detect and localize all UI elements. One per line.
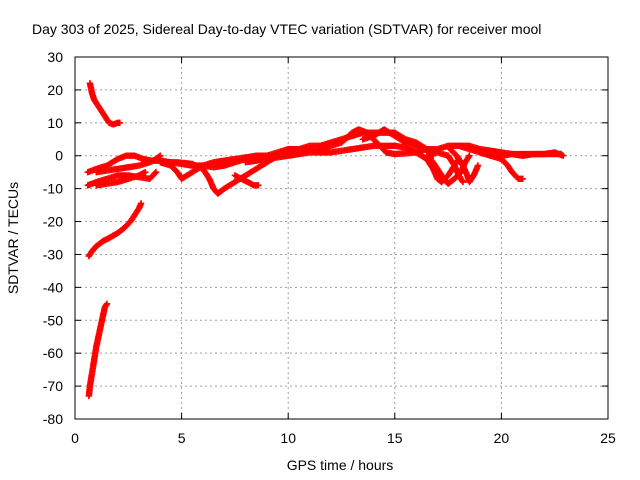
data-series — [84, 80, 567, 400]
data-point — [151, 170, 159, 177]
x-tick-label: 10 — [280, 430, 296, 446]
series-arc16 — [476, 149, 567, 159]
y-tick-label: -10 — [43, 181, 63, 197]
series-arc2 — [85, 200, 145, 260]
data-point — [156, 153, 163, 160]
series-arc6 — [93, 152, 164, 176]
data-point — [560, 152, 567, 159]
series-arc1 — [86, 80, 123, 128]
series-arc3 — [85, 300, 111, 400]
data-point — [116, 119, 123, 127]
y-tick-label: 0 — [55, 148, 63, 164]
series-arc7 — [157, 152, 260, 182]
series-arc9 — [231, 172, 262, 189]
series-arc17 — [93, 168, 149, 189]
plot-frame — [74, 56, 609, 420]
data-point — [458, 177, 466, 184]
data-point — [466, 152, 473, 159]
y-tick-label: -50 — [43, 312, 63, 328]
y-tick-label: -40 — [43, 279, 63, 295]
x-axis-ticks: 0 5 10 15 20 25 — [71, 57, 616, 446]
x-axis-label: GPS time / hours — [287, 457, 394, 473]
data-point — [142, 168, 149, 176]
x-tick-label: 0 — [71, 430, 79, 446]
y-tick-label: 20 — [47, 82, 63, 98]
x-tick-label: 20 — [494, 430, 510, 446]
data-point — [465, 153, 472, 161]
y-tick-label: -30 — [43, 246, 63, 262]
y-tick-label: 10 — [47, 115, 63, 131]
data-point — [459, 178, 467, 186]
series-arc14 — [447, 145, 482, 186]
y-tick-label: -80 — [43, 411, 63, 427]
y-tick-label: -70 — [43, 378, 63, 394]
data-point — [152, 168, 160, 176]
x-tick-label: 25 — [600, 430, 616, 446]
grid — [75, 57, 608, 419]
y-tick-label: -60 — [43, 345, 63, 361]
x-tick-label: 15 — [387, 430, 403, 446]
y-tick-label: -20 — [43, 214, 63, 230]
data-point — [137, 200, 145, 207]
x-tick-label: 5 — [178, 430, 186, 446]
data-point — [519, 175, 526, 182]
chart-title: Day 303 of 2025, Sidereal Day-to-day VTE… — [32, 21, 541, 37]
data-point — [103, 300, 111, 308]
y-tick-label: 30 — [47, 49, 63, 65]
data-point — [157, 152, 164, 159]
data-point — [474, 162, 482, 169]
data-point — [255, 182, 262, 189]
y-axis-ticks: -80 -70 -60 -50 -40 -30 -20 -10 0 10 20 30 — [43, 49, 608, 427]
y-axis-label: SDTVAR / TECUs — [5, 182, 21, 294]
